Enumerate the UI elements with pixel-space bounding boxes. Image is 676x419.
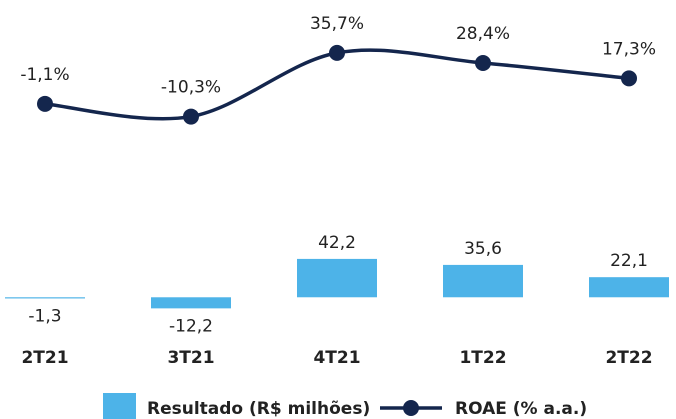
legend-swatch (103, 393, 136, 419)
data-label: -10,3% (161, 78, 221, 98)
data-label: 28,4% (456, 24, 510, 44)
bar (151, 297, 231, 309)
data-label: 42,2 (318, 233, 356, 253)
data-label: 17,3% (602, 39, 656, 59)
x-tick-label: 4T21 (313, 348, 360, 368)
bar (5, 297, 85, 299)
x-tick-label: 2T22 (605, 348, 652, 368)
legend-swatch (403, 400, 419, 416)
x-tick-label: 1T22 (459, 348, 506, 368)
bar (443, 264, 523, 298)
legend-label: ROAE (% a.a.) (455, 399, 587, 419)
line-point (475, 54, 491, 71)
bar (589, 277, 669, 298)
line-point (621, 70, 637, 87)
data-label: 22,1 (610, 251, 648, 271)
data-label: -1,3 (28, 306, 61, 326)
data-label: 35,6 (464, 239, 502, 259)
line-point (183, 108, 199, 125)
data-label: 35,7% (310, 14, 364, 34)
legend-label: Resultado (R$ milhões) (147, 399, 370, 419)
data-label: -1,1% (20, 65, 69, 85)
x-tick-label: 2T21 (21, 348, 68, 368)
line-point (329, 44, 345, 61)
data-label: -12,2 (169, 316, 213, 336)
line-point (37, 95, 53, 112)
bar (297, 258, 377, 298)
x-tick-label: 3T21 (167, 348, 214, 368)
